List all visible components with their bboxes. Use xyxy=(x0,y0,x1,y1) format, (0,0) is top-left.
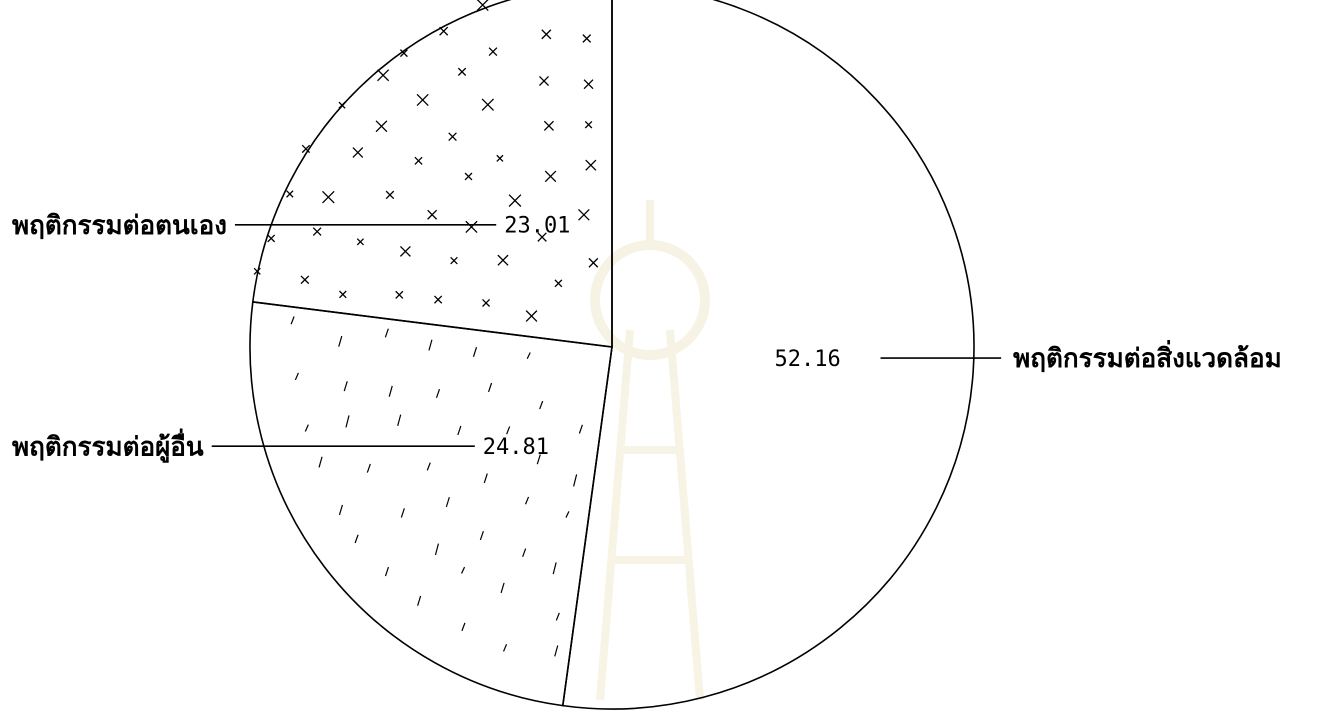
slices-layer xyxy=(249,0,975,710)
leader-lines-layer xyxy=(211,224,1002,448)
category-label-2: พฤติกรรมต่อผู้อื่น xyxy=(12,427,204,463)
value-label-2: 24.81 xyxy=(483,435,549,460)
labels-layer: 52.16 พฤติกรรมต่อสิ่งแวดล้อม 24.81 พฤติกรรม… xyxy=(12,211,1282,463)
watermark-seal xyxy=(590,200,710,701)
pie-slice-2 xyxy=(249,301,613,707)
value-label-1: 52.16 xyxy=(775,347,841,372)
category-label-3: พฤติกรรมต่อตนเอง xyxy=(12,211,227,241)
pie-slice-3 xyxy=(251,0,613,348)
pie-slice-1 xyxy=(561,0,975,710)
value-label-3: 23.01 xyxy=(504,214,570,239)
pattern-2 xyxy=(290,316,583,657)
pattern-3 xyxy=(253,0,599,322)
pattern-layer xyxy=(253,0,599,657)
category-label-1: พฤติกรรมต่อสิ่งแวดล้อม xyxy=(1013,339,1282,374)
